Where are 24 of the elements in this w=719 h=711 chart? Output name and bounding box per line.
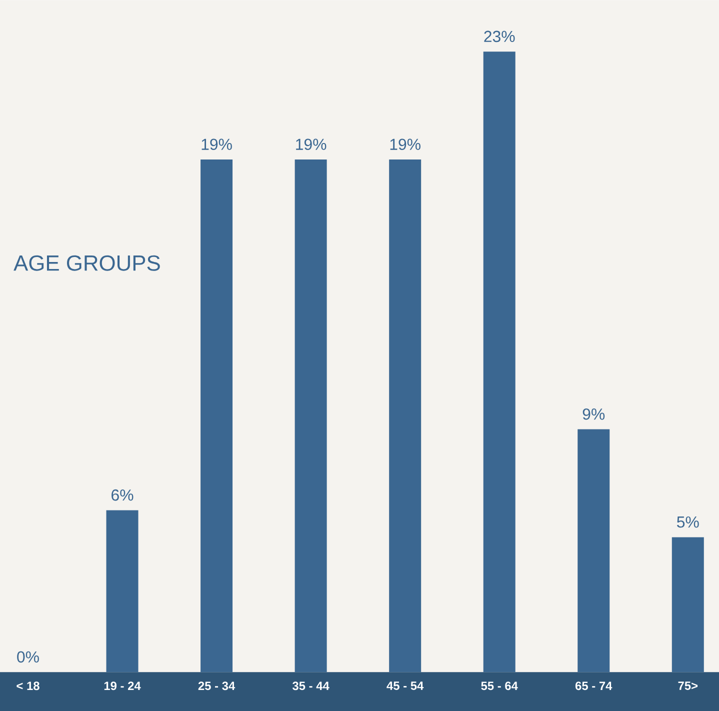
x-tick-label: 45 - 54 — [386, 682, 424, 690]
bar — [106, 510, 138, 672]
data-label: 5% — [677, 516, 699, 528]
bar — [200, 159, 233, 672]
data-label: 0% — [17, 651, 39, 663]
data-label: 6% — [112, 489, 134, 501]
bar — [294, 159, 327, 672]
bar — [483, 52, 516, 672]
text: AGE GROUPS — [14, 255, 160, 271]
data-label: 19% — [296, 138, 326, 150]
data-label: 19% — [202, 138, 232, 150]
x-tick-label: 75> — [678, 682, 698, 690]
bar — [389, 159, 422, 672]
data-label: 9% — [582, 408, 605, 420]
x-tick-label: 55 - 64 — [481, 682, 518, 690]
x-tick-label: 25 - 34 — [198, 682, 236, 690]
x-tick-label: < 18 — [16, 682, 40, 690]
data-label: 23% — [484, 30, 515, 42]
bar — [672, 537, 704, 672]
x-tick-label: 19 - 24 — [104, 682, 141, 690]
data-label: 19% — [390, 138, 420, 150]
bar — [578, 429, 610, 672]
x-tick-label: 65 - 74 — [575, 682, 612, 690]
x-tick-label: 35 - 44 — [292, 682, 330, 690]
